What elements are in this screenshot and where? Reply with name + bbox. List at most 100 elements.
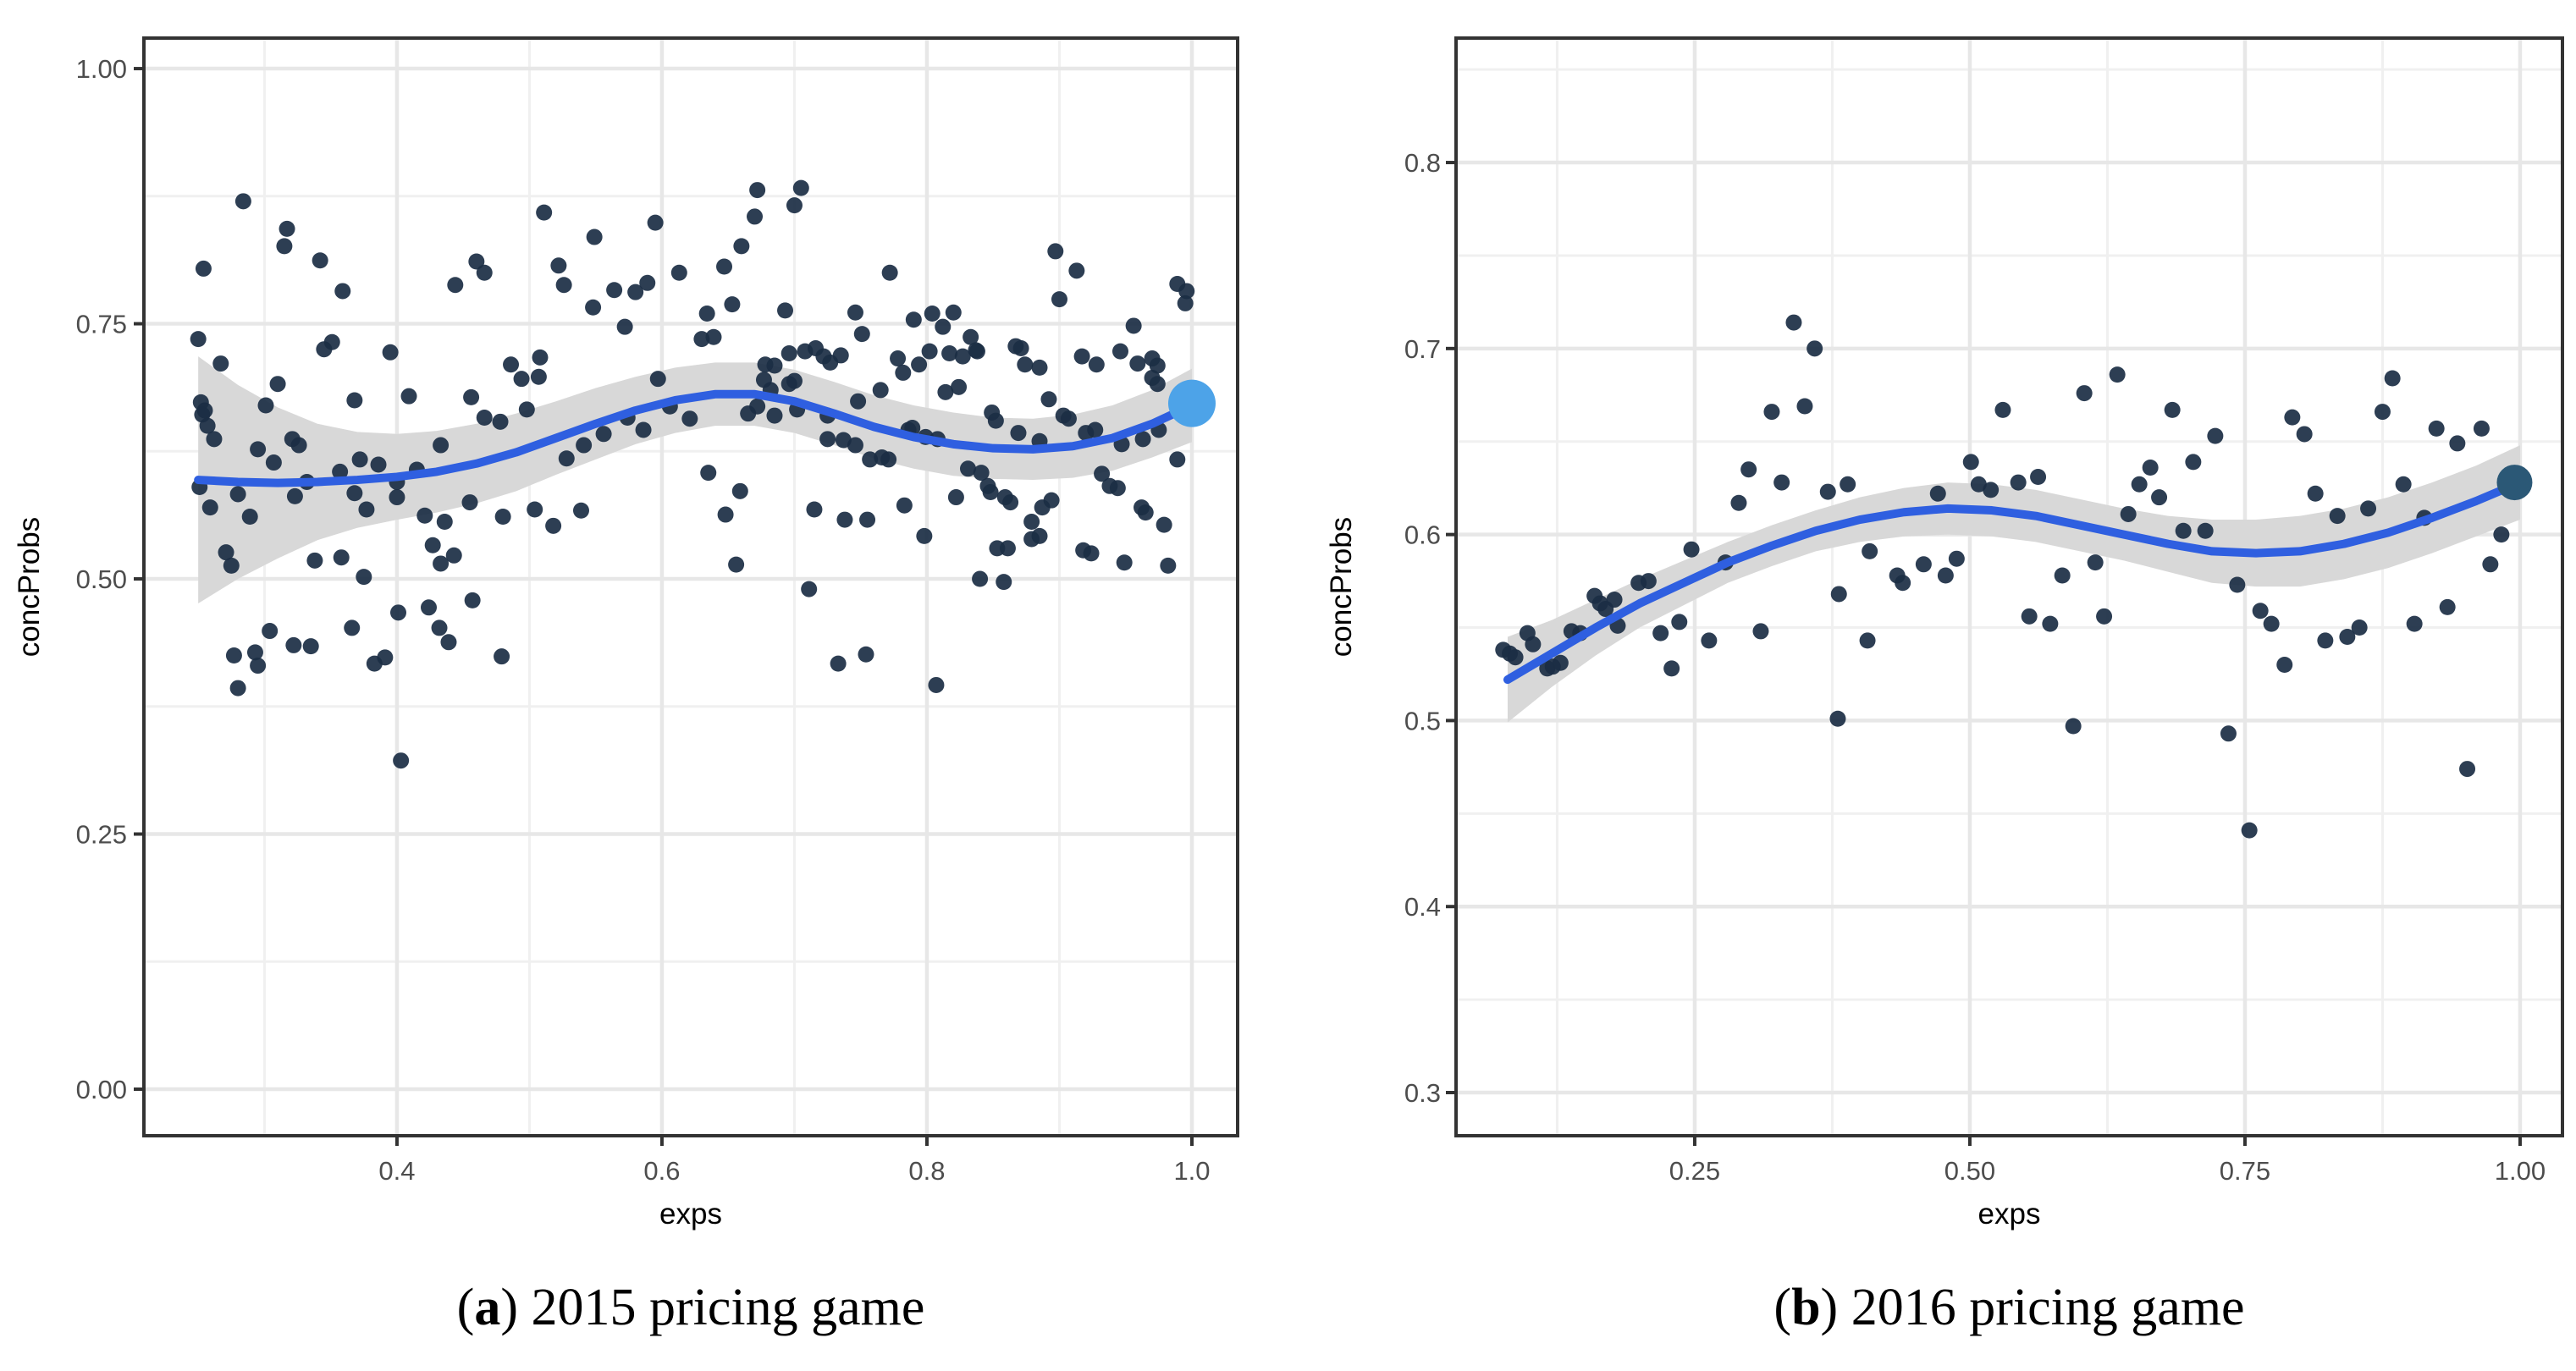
data-point [649,371,666,388]
data-point [2076,385,2093,402]
data-point [786,197,803,214]
data-point [819,431,836,448]
data-point [576,437,593,454]
data-point [895,364,912,381]
data-point [1701,632,1718,649]
data-point [968,342,985,359]
data-point [400,388,417,405]
caption-2016: (b) 2016 pricing game [1456,1269,2562,1346]
data-point [747,208,764,225]
data-point [1169,451,1186,468]
data-point [1552,654,1569,671]
data-point [937,383,954,400]
data-point [333,549,350,566]
data-point [954,348,971,365]
caption-paren: ( [1773,1279,1792,1336]
data-point [494,508,511,525]
endpoint-marker [2496,465,2533,501]
panel-background [144,38,1238,1136]
data-point [436,514,453,531]
data-point [606,282,623,299]
data-point [1763,404,1780,421]
data-point [558,450,575,467]
data-point [2109,366,2126,383]
data-point [416,507,433,524]
data-point [2087,554,2104,571]
data-point [2131,476,2148,493]
x-tick-label: 0.6 [643,1156,680,1186]
data-point [246,644,263,661]
data-point [928,676,945,693]
data-point [312,252,328,269]
data-point [532,349,549,366]
data-point [2307,485,2324,502]
data-point [440,634,457,651]
data-point [947,489,964,506]
data-point [433,555,450,572]
data-point [639,274,656,291]
data-point [2406,615,2423,632]
data-point [1047,243,1064,260]
data-point [2395,476,2412,493]
scatter-points [1495,314,2510,839]
data-point [265,454,282,471]
data-point [2030,468,2047,485]
data-point [1087,421,1104,438]
axis-ticks-and-labels: 0.25 0.50 0.75 1.00 0.8 0.7 0.6 0.5 0.4 0.3 [1404,148,2546,1186]
data-point [801,581,818,597]
data-point [1829,710,1846,727]
data-point [945,304,962,321]
data-point [2065,718,2082,735]
data-point [356,569,372,586]
data-point [1983,482,2000,498]
data-point [740,405,757,422]
data-point [996,574,1012,591]
y-tick-label: 0.7 [1404,334,1441,364]
data-point [1862,542,1878,559]
axis-ticks-and-labels: 0.4 0.6 0.8 1.0 1.00 0.75 0.50 0.25 0.00 [76,54,1211,1186]
scatter-plot-2015: 0.4 0.6 0.8 1.0 1.00 0.75 0.50 0.25 0.00 exps conc… [13,36,1239,1231]
data-point [2185,454,2202,471]
endpoint-marker [1168,379,1216,427]
data-point [1177,295,1194,311]
smoother-line [1503,478,2524,685]
data-point [1915,556,1932,573]
data-point [700,465,717,482]
grid-minor-lines [1456,38,2562,1136]
data-point [269,376,286,393]
y-tick-label: 0.8 [1404,148,1441,178]
data-point [2142,460,2159,476]
data-point [390,604,407,621]
data-point [1937,567,1954,584]
data-point [206,431,223,448]
data-point [1895,575,1911,592]
data-point [550,257,567,274]
caption-text: ) 2016 pricing game [1820,1279,2245,1336]
data-point [1507,649,1524,666]
data-point [2329,508,2346,525]
y-tick-label: 0.4 [1404,892,1441,922]
data-point [2374,404,2391,421]
data-point [323,333,340,350]
data-point [681,410,698,427]
data-point [190,331,207,348]
data-point [1663,660,1680,677]
data-point [905,311,922,328]
data-point [290,437,307,454]
data-point [2010,474,2027,491]
data-point [518,401,535,418]
y-axis-title: concProbs [13,517,46,657]
data-point [1031,359,1048,376]
grid-major-lines [144,38,1238,1136]
data-point [555,277,572,294]
data-point [972,570,989,587]
panel-background [1456,38,2562,1136]
data-point [2384,370,2401,387]
caption-letter-a: a [474,1279,501,1336]
data-point [1671,614,1688,630]
data-point [717,506,734,523]
data-point [1796,398,1813,415]
data-point [572,502,589,519]
data-point [999,540,1016,557]
data-point [731,482,748,499]
